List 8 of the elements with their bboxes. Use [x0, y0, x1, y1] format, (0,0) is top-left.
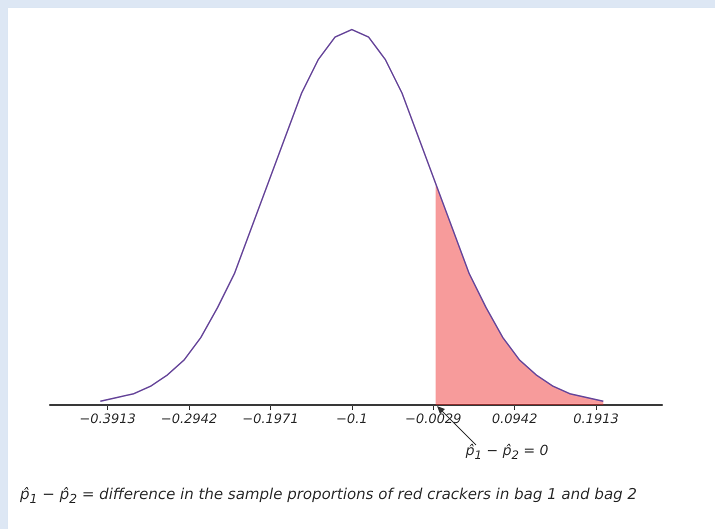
x-tick-label: −0.3913: [79, 412, 136, 427]
x-tick-label: 0.0942: [492, 412, 538, 427]
x-tick-label: −0.1: [336, 412, 368, 427]
x-tick-label: −0.1971: [242, 412, 299, 427]
text: p̂$_{1}$ − p̂$_{2}$ = difference in the sample proportions of red crackers in bag 1 and bag 2: [20, 485, 637, 506]
x-tick-label: 0.1913: [573, 412, 619, 427]
x-tick-label: −0.2942: [160, 412, 218, 427]
text: p̂$_{1}$ − p̂$_{2}$ = 0: [466, 443, 548, 462]
